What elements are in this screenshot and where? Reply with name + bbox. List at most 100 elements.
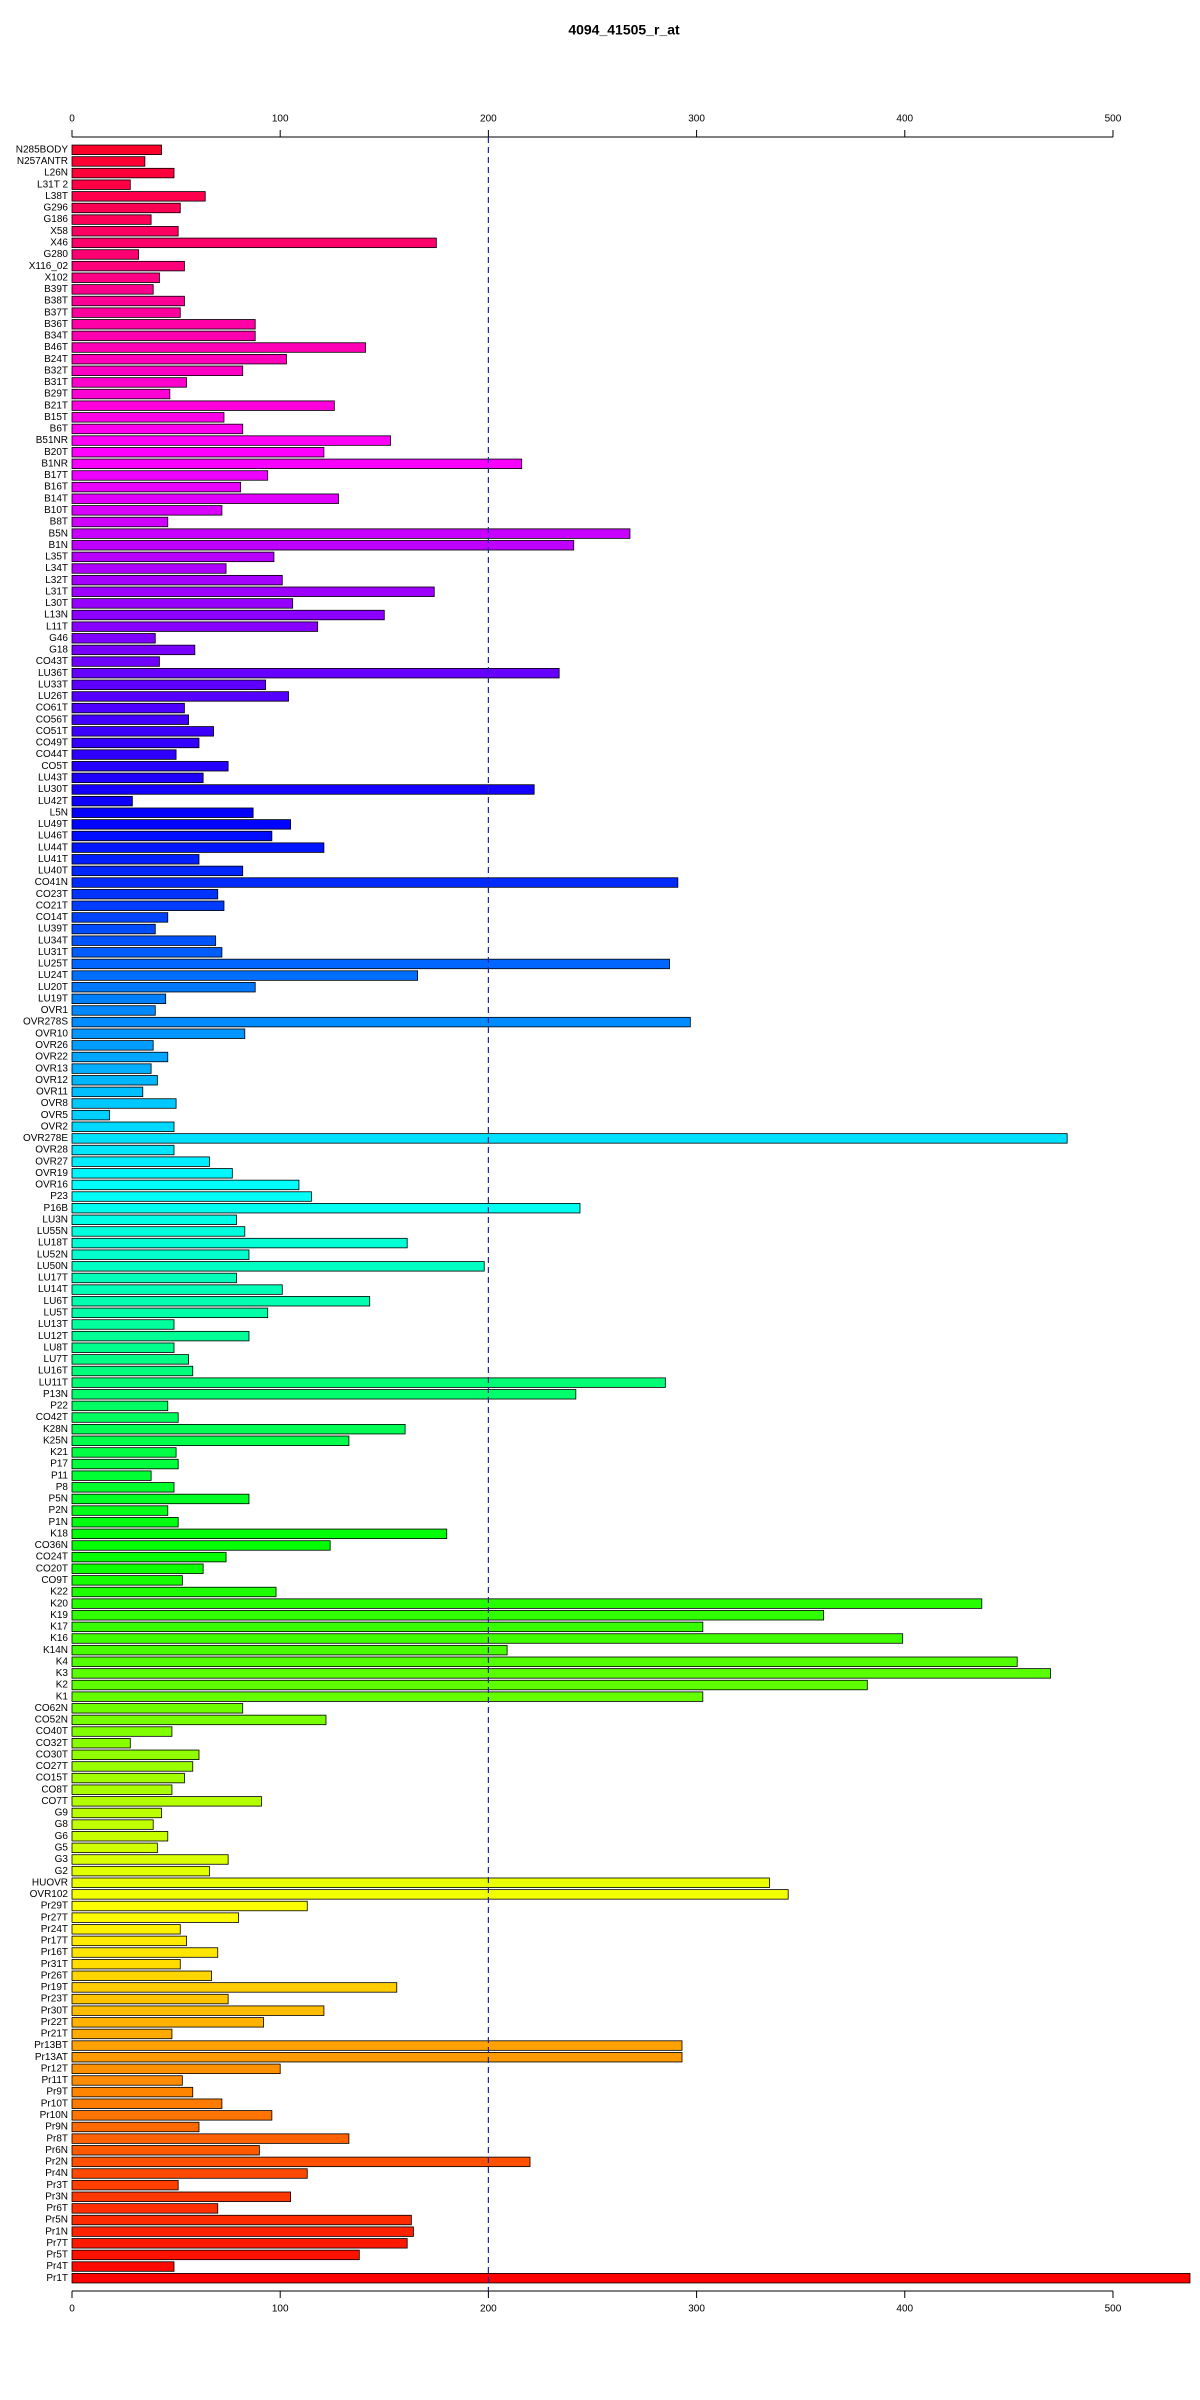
y-tick-label: G280 [44,249,69,260]
y-tick-label: B1NR [41,458,68,469]
y-tick-label: LU13T [38,1319,68,1330]
y-tick-label: CO42T [36,1412,68,1423]
bar [71,2261,175,2272]
y-tick-label: Pr12T [41,2063,68,2074]
bar [71,877,679,888]
y-tick-label: K1 [56,1691,69,1702]
bar [71,202,181,214]
bar [71,295,185,307]
bar [71,586,435,597]
bar [71,854,200,865]
y-tick-label: N257ANTR [17,156,68,167]
y-tick-label: CO62N [35,1703,68,1714]
y-tick-label: LU46T [38,831,68,842]
y-tick-label: Pr10N [40,2110,68,2121]
y-tick-label: OVR19 [35,1168,68,1179]
bar [71,2156,531,2168]
y-tick-label: OVR28 [35,1145,68,1156]
y-tick-label: B14T [44,493,68,504]
bar [71,1156,210,1167]
y-tick-label: LU40T [38,866,68,877]
y-tick-label: K16 [50,1633,68,1644]
bar [71,830,273,842]
bar [71,970,419,981]
y-tick-label: G8 [55,1819,69,1830]
bar [71,1575,183,1586]
y-tick-label: P22 [50,1401,68,1412]
y-tick-label: B39T [44,284,68,295]
y-tick-label: Pr4T [46,2261,68,2272]
y-tick-label: OVR1 [41,1005,69,1016]
bar [71,2086,194,2098]
bar [71,1610,824,1621]
y-tick-label: CO27T [36,1761,68,1772]
bar [71,1016,691,1028]
y-tick-label: B37T [44,307,68,318]
bar [71,528,631,539]
bar [71,249,140,260]
bar [71,481,242,493]
bar [71,2040,683,2051]
bar [71,319,256,330]
bar [71,1563,204,1574]
bar [71,2226,414,2237]
bar [71,1982,398,1993]
y-tick-label: K28N [43,1424,68,1435]
bar [71,1854,229,1865]
y-tick-label: CO43T [36,656,68,667]
bar [71,912,169,923]
y-tick-label: P2N [49,1505,68,1516]
y-tick-label: Pr7T [46,2238,68,2249]
y-tick-label: OVR11 [36,1087,68,1098]
bar [71,1935,187,1947]
bar [71,1447,177,1458]
x-tick-label: 300 [688,114,705,125]
y-tick-label: LU52N [37,1249,68,1260]
bar [71,179,131,190]
y-tick-label: G46 [49,633,68,644]
y-tick-label: CO23T [36,889,68,900]
bar [71,2168,308,2179]
y-tick-label: B34T [44,331,68,342]
bar [71,1656,1018,1667]
y-tick-label: CO44T [36,749,68,760]
y-tick-label: X116_02 [29,261,69,272]
y-tick-label: B20T [44,447,68,458]
bar [71,1633,904,1644]
chart-title: 4094_41505_r_at [568,22,680,38]
bar [71,1028,246,1039]
y-tick-label: LU5T [44,1307,68,1318]
bar [71,1749,200,1760]
bar [71,900,225,911]
y-tick-label: CO9T [41,1575,68,1586]
bar [71,1842,158,1854]
bar [71,795,133,807]
y-tick-label: G9 [55,1808,69,1819]
bar [71,1458,179,1470]
bar [71,2249,360,2261]
y-tick-label: G6 [55,1831,69,1842]
bar [71,191,206,202]
bar [71,1354,189,1365]
bar [71,1063,152,1074]
bar [71,1993,229,2005]
bar [71,516,169,528]
y-tick-label: L32T [45,575,68,586]
y-tick-label: B17T [44,470,68,481]
bar [71,1528,448,1540]
bar [71,1738,131,1749]
bar [71,447,325,458]
y-tick-label: LU39T [38,924,68,935]
bar [71,1958,181,1970]
y-tick-label: LU36T [38,668,68,679]
y-tick-label: CO7T [41,1796,68,1807]
y-tick-label: CO40T [36,1726,68,1737]
y-tick-label: CO15T [36,1773,68,1784]
y-tick-label: OVR12 [35,1075,68,1086]
bar [71,1761,194,1772]
y-tick-label: LU20T [38,982,68,993]
bar [71,353,287,365]
x-tick-label: 400 [896,114,913,125]
y-tick-label: LU55N [37,1226,68,1237]
bar [71,702,185,714]
